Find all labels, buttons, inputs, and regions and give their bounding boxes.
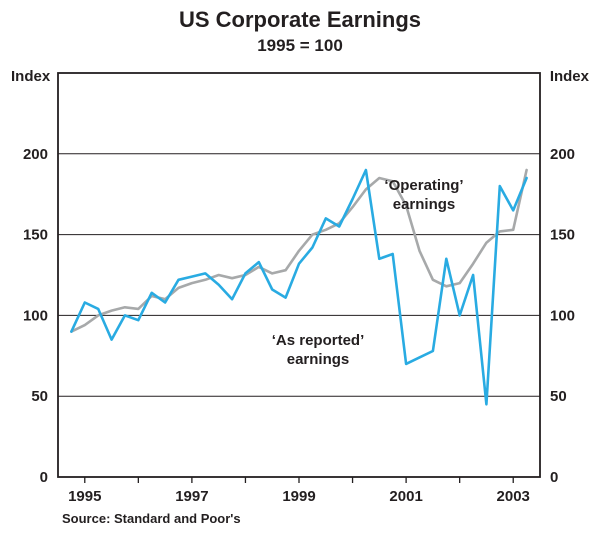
y-axis-unit-right: Index — [550, 68, 590, 85]
y-tick-labels-group: 0 0 50 50 100 100 150 150 200 200 — [23, 146, 575, 486]
plot-frame — [57, 72, 541, 478]
source-note: Source: Standard and Poor's — [62, 511, 241, 526]
x-tick-label: 2001 — [389, 488, 422, 505]
chart-subtitle: 1995 = 100 — [257, 36, 343, 55]
y-tick-label-left: 200 — [23, 146, 48, 163]
y-tick-label-left: 50 — [31, 388, 48, 405]
x-tick-label: 2003 — [497, 488, 530, 505]
x-axis-ticks-group: 1995 1997 1999 2001 2003 — [68, 477, 530, 505]
operating-earnings-label-line2: earnings — [393, 196, 456, 213]
y-tick-label-right: 200 — [550, 146, 575, 163]
y-tick-label-right: 150 — [550, 227, 575, 244]
y-tick-label-left: 100 — [23, 307, 48, 324]
y-tick-label-left: 150 — [23, 227, 48, 244]
y-tick-label-right: 0 — [550, 469, 558, 486]
x-tick-label: 1999 — [282, 488, 315, 505]
x-tick-label: 1997 — [175, 488, 208, 505]
as-reported-earnings-label-line1: ‘As reported’ — [272, 332, 365, 349]
x-tick-label: 1995 — [68, 488, 101, 505]
as-reported-earnings-line — [70, 168, 528, 406]
y-axis-unit-left: Index — [11, 68, 51, 85]
as-reported-earnings-label-line2: earnings — [287, 351, 350, 368]
y-tick-label-right: 50 — [550, 388, 567, 405]
y-tick-label-left: 0 — [40, 469, 48, 486]
chart-title: US Corporate Earnings — [179, 7, 421, 32]
operating-earnings-label-line1: ‘Operating’ — [384, 177, 463, 194]
y-tick-label-right: 100 — [550, 307, 575, 324]
